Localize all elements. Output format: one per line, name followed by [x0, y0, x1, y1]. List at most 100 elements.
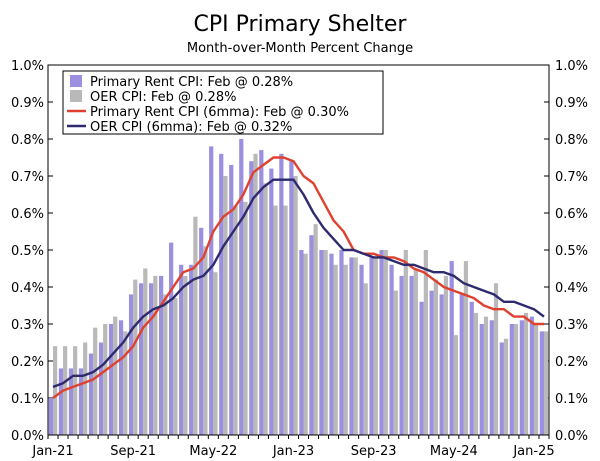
oer-cpi-bar — [343, 264, 348, 435]
rent-cpi-bar — [78, 368, 84, 435]
oer-cpi-bar — [283, 205, 288, 435]
legend-label: OER CPI: Feb @ 0.28% — [90, 90, 236, 105]
oer-cpi-bar — [463, 261, 469, 435]
left-y-tick-label: 0.8% — [11, 133, 44, 148]
rent-cpi-bar — [349, 257, 354, 435]
rent-cpi-bar — [239, 139, 244, 435]
rent-cpi-bar — [319, 250, 324, 435]
oer-cpi-bar — [143, 268, 148, 435]
right-y-tick-label: 0.8% — [555, 133, 588, 148]
rent-cpi-bar — [459, 294, 464, 435]
rent-cpi-bar — [138, 283, 144, 435]
oer-cpi-bar — [123, 331, 128, 435]
oer-cpi-bar — [303, 253, 308, 435]
chart-title: CPI Primary Shelter — [194, 12, 408, 37]
rent-cpi-bar — [299, 250, 304, 435]
line-series — [52, 156, 545, 399]
left-y-tick-label: 0.1% — [11, 392, 44, 407]
oer-cpi-bar — [173, 298, 178, 435]
rent-cpi-bar — [219, 153, 224, 436]
right-y-tick-label: 1.0% — [555, 59, 588, 74]
rent-cpi-bar — [249, 161, 254, 435]
rent-cpi-bar — [108, 324, 114, 435]
right-y-tick-label: 0.7% — [555, 170, 588, 185]
oer-cpi-bar — [383, 250, 388, 435]
oer-cpi-bar — [493, 283, 499, 435]
rent-cpi-bar — [309, 235, 314, 435]
rent-cpi-bar — [229, 164, 234, 435]
oer-cpi-bar — [313, 224, 318, 435]
oer-cpi-bar — [133, 279, 138, 435]
oer-6mma-line — [52, 178, 545, 389]
right-y-tick-label: 0.0% — [555, 429, 588, 444]
left-y-tick-label: 0.6% — [11, 207, 44, 222]
rent-cpi-bar — [509, 324, 514, 435]
oer-cpi-bar — [163, 294, 168, 435]
oer-cpi-bar — [543, 331, 549, 435]
right-y-tick-label: 0.5% — [555, 244, 588, 259]
oer-cpi-bar — [93, 327, 98, 435]
oer-cpi-bar — [513, 324, 519, 435]
oer-cpi-bar — [263, 183, 268, 435]
oer-cpi-bar — [73, 346, 78, 435]
rent-cpi-bar — [149, 283, 154, 435]
left-y-tick-label: 0.2% — [11, 355, 44, 370]
x-tick-label: Jan-23 — [272, 444, 314, 459]
rent-cpi-bar — [289, 161, 294, 435]
right-y-tick-label: 0.4% — [555, 281, 588, 296]
oer-cpi-bar — [433, 279, 438, 435]
rent-cpi-bar — [439, 294, 444, 435]
legend-box — [62, 70, 384, 135]
oer-cpi-bar — [363, 283, 368, 435]
oer-cpi-bar — [213, 272, 218, 435]
rent-cpi-bar — [539, 331, 544, 435]
x-tick-label: May-22 — [189, 444, 237, 459]
bar-series — [48, 139, 549, 436]
rent-cpi-bar — [429, 290, 434, 435]
oer-cpi-bar — [203, 246, 208, 435]
oer-cpi-bar — [373, 257, 378, 435]
oer-cpi-bar — [453, 335, 459, 435]
oer-cpi-bar — [53, 346, 58, 435]
x-tick-label: May-24 — [430, 444, 478, 459]
right-y-tick-label: 0.6% — [555, 207, 588, 222]
rent-cpi-bar — [159, 275, 164, 435]
rent-6mma-line — [52, 156, 544, 399]
left-y-tick-label: 0.9% — [11, 96, 44, 111]
rent-cpi-bar — [359, 264, 364, 435]
oer-cpi-bar — [483, 316, 489, 435]
oer-cpi-bar — [293, 176, 298, 435]
oer-cpi-bar — [423, 250, 428, 435]
x-tick-label: Jan-25 — [512, 444, 554, 459]
rent-cpi-bar — [399, 275, 404, 435]
x-axis: Jan-21 Sep-21 May-22 Jan-23 Sep-23 May-24 Jan-… — [31, 435, 555, 459]
rent-cpi-bar — [189, 264, 194, 435]
x-tick-label: Jan-21 — [31, 444, 73, 459]
rent-cpi-bar — [419, 301, 424, 435]
rent-cpi-bar — [389, 264, 394, 435]
rent-cpi-bar — [58, 368, 64, 435]
rent-cpi-bar — [489, 320, 494, 435]
legend-swatch — [70, 75, 82, 87]
oer-cpi-bar — [533, 324, 539, 435]
rent-cpi-bar — [128, 294, 134, 435]
oer-cpi-bar — [443, 275, 448, 435]
oer-cpi-bar — [113, 316, 118, 435]
right-y-tick-label: 0.3% — [555, 318, 588, 333]
rent-cpi-bar — [279, 153, 284, 436]
rent-cpi-bar — [339, 250, 344, 435]
rent-cpi-bar — [169, 242, 174, 435]
oer-cpi-bar — [243, 201, 248, 435]
right-y-tick-label: 0.9% — [555, 96, 588, 111]
rent-cpi-bar — [269, 168, 274, 435]
rent-cpi-bar — [409, 275, 414, 435]
chart-subtitle: Month-over-Month Percent Change — [187, 41, 413, 56]
oer-cpi-bar — [83, 342, 88, 435]
rent-cpi-bar — [449, 261, 454, 435]
oer-cpi-bar — [523, 312, 529, 435]
x-tick-label: Sep-21 — [110, 444, 156, 459]
rent-cpi-bar — [519, 320, 524, 435]
oer-cpi-bar — [473, 312, 479, 435]
legend-label: Primary Rent CPI: Feb @ 0.28% — [90, 75, 293, 90]
